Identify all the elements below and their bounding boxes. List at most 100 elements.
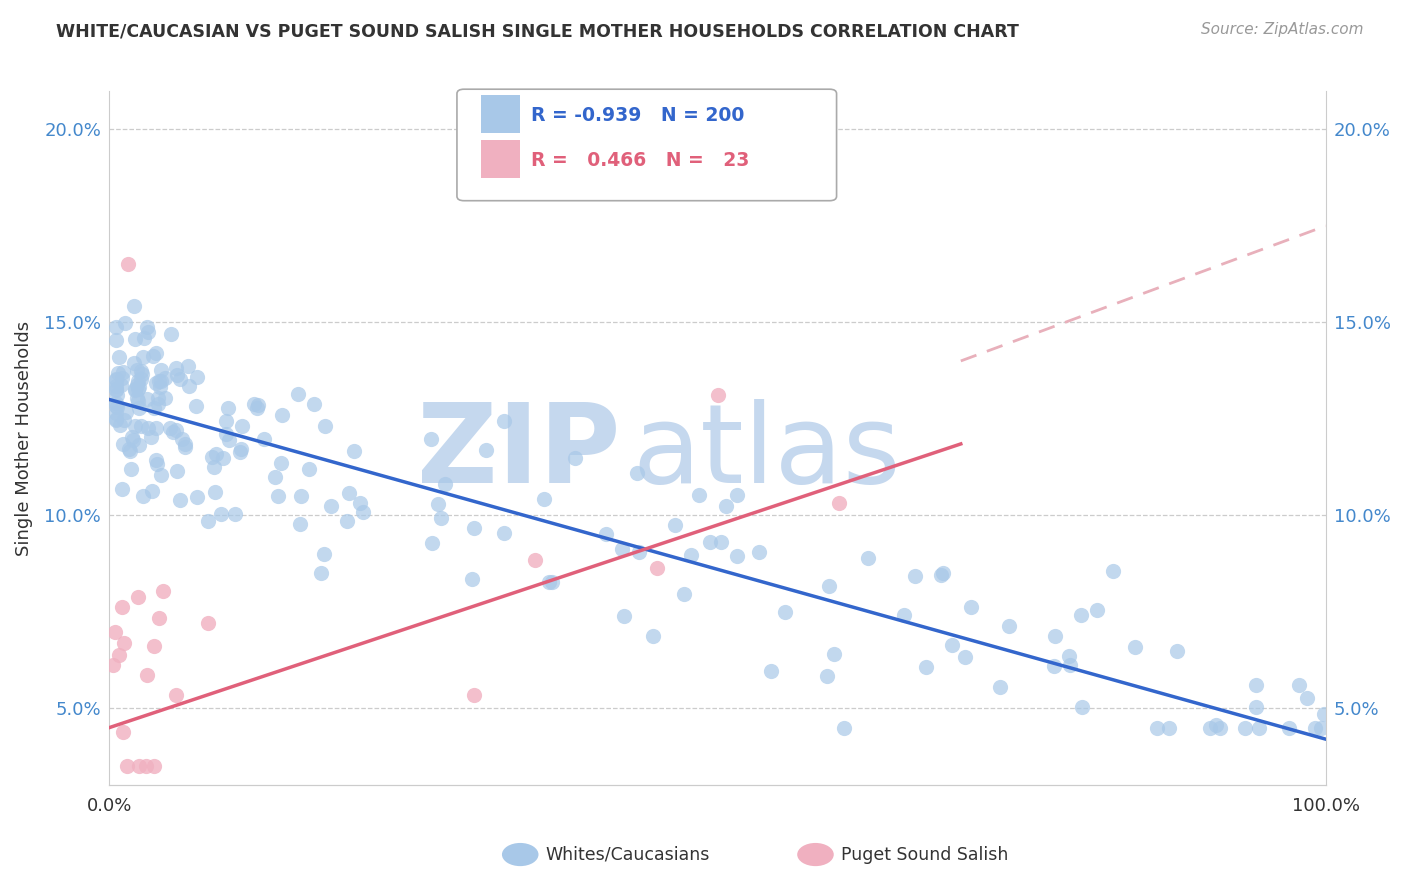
Text: WHITE/CAUCASIAN VS PUGET SOUND SALISH SINGLE MOTHER HOUSEHOLDS CORRELATION CHART: WHITE/CAUCASIAN VS PUGET SOUND SALISH SI… (56, 22, 1019, 40)
Point (1159, 721, 1181, 735)
Point (101, 658, 124, 673)
Point (107, 366, 129, 380)
Point (104, 406, 127, 420)
Point (714, 500, 737, 514)
Point (115, 759, 138, 773)
Point (118, 444, 141, 458)
Point (148, 610, 170, 624)
Point (165, 423, 187, 437)
Point (246, 401, 269, 415)
Point (1146, 721, 1168, 735)
Point (162, 425, 184, 440)
Point (165, 360, 187, 375)
Point (121, 430, 143, 444)
Point (145, 452, 167, 467)
Text: Source: ZipAtlas.com: Source: ZipAtlas.com (1201, 22, 1364, 37)
Point (128, 438, 150, 452)
Point (131, 363, 153, 377)
Point (218, 433, 240, 447)
Point (143, 759, 166, 773)
Point (149, 468, 172, 483)
Point (433, 476, 456, 491)
Point (205, 447, 228, 461)
Point (1043, 629, 1066, 643)
Point (699, 534, 721, 549)
Point (856, 551, 879, 566)
Point (463, 688, 485, 702)
Point (153, 371, 176, 385)
Point (988, 680, 1011, 694)
Point (160, 326, 183, 341)
Point (146, 397, 169, 411)
Point (149, 374, 172, 388)
Point (131, 367, 153, 381)
Point (104, 413, 127, 427)
Point (127, 374, 149, 388)
Point (169, 493, 191, 508)
Point (1042, 658, 1064, 673)
Point (111, 371, 134, 385)
Point (141, 484, 163, 499)
Point (349, 495, 371, 509)
Point (336, 514, 359, 528)
Point (492, 414, 515, 428)
Text: atlas: atlas (633, 399, 901, 506)
Point (932, 566, 955, 580)
Point (1071, 700, 1094, 714)
Point (595, 526, 617, 541)
Point (114, 316, 136, 330)
Point (184, 399, 207, 413)
Text: Whites/Caucasians: Whites/Caucasians (546, 846, 710, 863)
Point (104, 333, 127, 347)
Point (128, 759, 150, 773)
Point (186, 491, 208, 505)
Point (127, 382, 149, 396)
Point (1247, 721, 1270, 735)
Point (1288, 677, 1310, 691)
Point (494, 525, 516, 540)
Point (197, 514, 219, 528)
Point (143, 639, 166, 653)
Point (112, 413, 135, 427)
Point (343, 443, 366, 458)
Point (125, 391, 148, 405)
Point (231, 418, 253, 433)
Point (127, 393, 149, 408)
Point (1057, 649, 1080, 664)
Point (215, 414, 238, 428)
Point (337, 485, 360, 500)
Point (1125, 640, 1147, 655)
Point (186, 370, 208, 384)
Text: R =   0.466   N =   23: R = 0.466 N = 23 (531, 151, 749, 169)
Point (823, 647, 845, 661)
Point (725, 488, 748, 502)
Point (1070, 607, 1092, 622)
Text: ZIP: ZIP (418, 399, 620, 506)
Point (179, 379, 201, 393)
Point (145, 346, 167, 360)
Point (915, 660, 938, 674)
Point (104, 395, 127, 409)
Point (243, 397, 266, 411)
Point (1303, 721, 1326, 735)
Point (104, 399, 127, 413)
Point (953, 650, 976, 665)
Point (152, 584, 174, 599)
Point (290, 516, 312, 531)
Point (176, 359, 198, 374)
Point (115, 405, 138, 419)
Point (132, 331, 155, 345)
Point (131, 418, 153, 433)
Point (664, 517, 686, 532)
Point (613, 609, 636, 624)
Point (828, 496, 851, 510)
Point (461, 572, 484, 586)
Point (321, 499, 343, 513)
Point (165, 689, 187, 703)
Point (121, 433, 143, 447)
Point (166, 368, 188, 383)
Point (426, 497, 449, 511)
Point (170, 432, 193, 446)
Point (815, 668, 838, 682)
Point (287, 386, 309, 401)
